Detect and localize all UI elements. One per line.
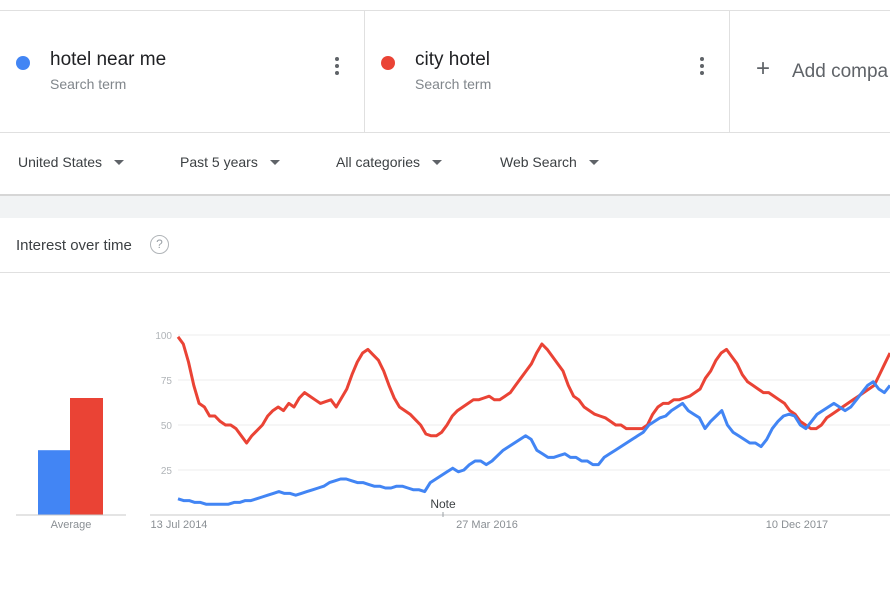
note-annotation: Note (430, 497, 456, 511)
y-tick-label: 75 (161, 376, 173, 387)
region-value: United States (18, 154, 103, 170)
series-line-hotel-near-me[interactable] (177, 380, 890, 506)
add-comparison-label: Add compa (792, 61, 889, 82)
average-bars: Average (16, 398, 126, 531)
plus-icon: + (756, 55, 771, 82)
y-tick-label: 100 (155, 331, 172, 342)
average-bar-hotel-near-me (38, 450, 71, 515)
series-line-city-hotel[interactable] (176, 335, 890, 445)
series-color-dot (16, 56, 30, 70)
chart-lines[interactable] (176, 335, 890, 506)
section-divider-band (0, 196, 890, 218)
time-range-dropdown[interactable]: Past 5 years (180, 154, 280, 170)
dropdown-arrow-icon (269, 159, 280, 165)
average-bar-city-hotel (70, 398, 103, 515)
search-type-value: Web Search (500, 154, 577, 170)
x-tick-label: 13 Jul 2014 (151, 519, 208, 531)
x-tick-label: 27 Mar 2016 (456, 519, 518, 531)
term-name[interactable]: hotel near me (50, 49, 167, 70)
series-color-dot (381, 56, 395, 70)
more-options-icon[interactable] (330, 55, 344, 77)
interest-over-time-header: Interest over time ? (0, 218, 890, 273)
section-title: Interest over time (16, 237, 132, 254)
more-options-icon[interactable] (695, 55, 709, 77)
compare-terms-bar: hotel near me Search term city hotel Sea… (0, 10, 890, 133)
term-card-city-hotel[interactable]: city hotel Search term (365, 11, 730, 132)
dropdown-arrow-icon (114, 159, 125, 165)
y-tick-label: 25 (161, 466, 173, 477)
term-type-label: Search term (50, 76, 127, 92)
term-card-hotel-near-me[interactable]: hotel near me Search term (0, 11, 365, 132)
filter-bar: United States Past 5 years All categorie… (0, 132, 890, 196)
region-dropdown[interactable]: United States (18, 154, 125, 170)
dropdown-arrow-icon (588, 159, 599, 165)
category-value: All categories (336, 154, 421, 170)
average-label: Average (51, 519, 92, 531)
x-tick-label: 10 Dec 2017 (766, 519, 828, 531)
help-icon[interactable]: ? (150, 235, 169, 254)
interest-over-time-chart: Average 25 50 75 100 13 Jul 2014 27 Mar 2016 1… (16, 331, 890, 531)
dropdown-arrow-icon (432, 159, 443, 165)
chart-labels: 25 50 75 100 13 Jul 2014 27 Mar 2016 10 Dec 20… (151, 331, 829, 531)
category-dropdown[interactable]: All categories (336, 154, 443, 170)
y-tick-label: 50 (161, 421, 173, 432)
term-type-label: Search term (415, 76, 492, 92)
time-range-value: Past 5 years (180, 154, 258, 170)
chart-gridlines (150, 334, 890, 516)
term-name[interactable]: city hotel (415, 49, 490, 70)
add-comparison-button[interactable]: + Add compa (730, 11, 890, 132)
search-type-dropdown[interactable]: Web Search (500, 154, 599, 170)
